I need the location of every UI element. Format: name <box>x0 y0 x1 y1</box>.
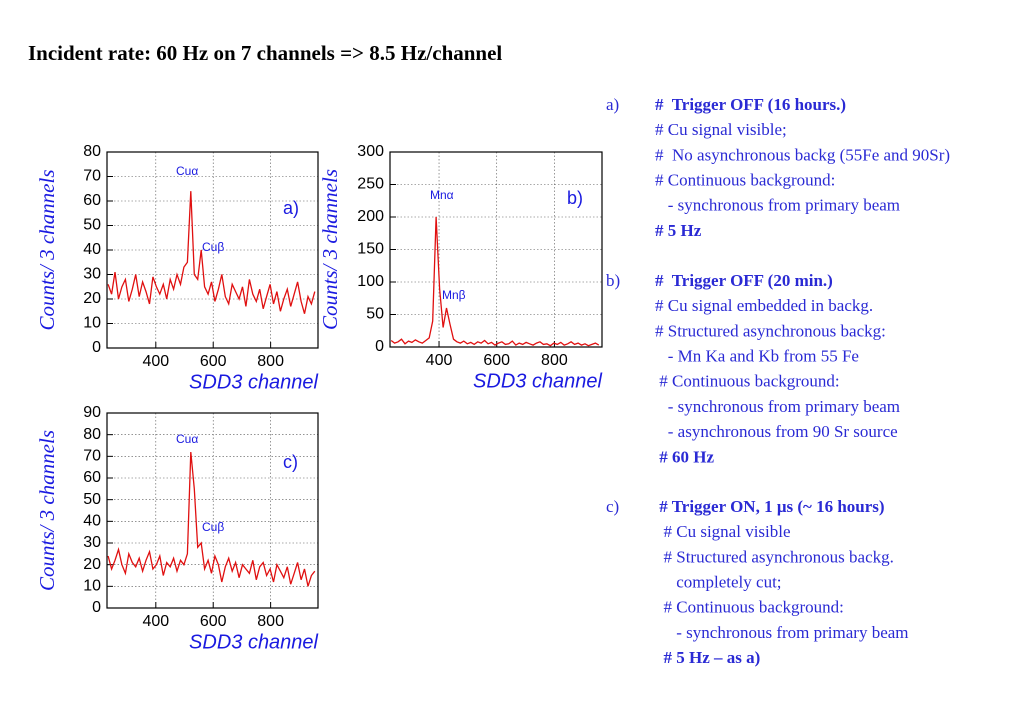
x-tick-label: 800 <box>541 352 568 369</box>
y-tick-label: 70 <box>83 448 101 465</box>
note-line: # Cu signal embedded in backg. <box>655 296 873 315</box>
note-line: # No asynchronous backg (55Fe and 90Sr) <box>655 145 950 164</box>
spectrum-line <box>107 191 316 314</box>
panel-label: a) <box>283 198 299 218</box>
peak-annotation: Cuβ <box>202 240 224 254</box>
note-line: # Structured asynchronous backg: <box>655 321 886 340</box>
x-tick-label: 600 <box>483 352 510 369</box>
peak-annotation: Mnβ <box>442 288 466 302</box>
x-tick-label: 400 <box>426 352 453 369</box>
note-heading: # Trigger OFF (16 hours.) <box>655 95 846 114</box>
note-line: completely cut; <box>655 573 782 592</box>
note-line: - synchronous from primary beam <box>655 196 900 215</box>
x-tick-label: 800 <box>257 613 284 630</box>
y-tick-label: 0 <box>92 599 101 616</box>
x-axis-label: SDD3 channel <box>189 371 319 393</box>
y-tick-label: 80 <box>83 143 101 160</box>
y-tick-label: 40 <box>83 241 101 258</box>
spectrum-line <box>390 216 600 347</box>
y-tick-label: 10 <box>83 315 101 332</box>
y-tick-label: 100 <box>357 273 384 290</box>
y-tick-label: 50 <box>83 217 101 234</box>
x-tick-label: 400 <box>142 613 169 630</box>
y-tick-label: 150 <box>357 241 384 258</box>
plot-frame <box>106 412 319 609</box>
y-tick-label: 90 <box>83 404 101 421</box>
note-label: c) <box>606 497 619 516</box>
y-axis-label: Counts/ 3 channels <box>35 430 59 591</box>
y-tick-label: 10 <box>83 578 101 595</box>
peak-annotation: Cuα <box>176 164 198 178</box>
note-line: # Continuous background: <box>655 171 835 190</box>
note-line: # Cu signal visible <box>655 522 791 541</box>
note-label: a) <box>606 95 619 114</box>
note-heading: # Trigger OFF (20 min.) <box>655 271 833 290</box>
slide-title: Incident rate: 60 Hz on 7 channels => 8.… <box>28 41 502 65</box>
note-line: # Continuous background: <box>655 598 844 617</box>
peak-annotation: Mnα <box>430 188 454 202</box>
note-line: - Mn Ka and Kb from 55 Fe <box>655 347 859 366</box>
note-line: - synchronous from primary beam <box>655 397 900 416</box>
x-tick-label: 400 <box>142 353 169 370</box>
y-tick-label: 0 <box>375 338 384 355</box>
note-line: - asynchronous from 90 Sr source <box>655 422 898 441</box>
y-tick-label: 70 <box>83 168 101 185</box>
y-tick-label: 20 <box>83 290 101 307</box>
y-tick-label: 80 <box>83 426 101 443</box>
note-summary: # 60 Hz <box>655 447 714 466</box>
y-tick-label: 0 <box>92 339 101 356</box>
x-tick-label: 600 <box>200 353 227 370</box>
y-tick-label: 40 <box>83 513 101 530</box>
y-tick-label: 60 <box>83 192 101 209</box>
peak-annotation: Cuβ <box>202 520 224 534</box>
y-tick-label: 200 <box>357 208 384 225</box>
y-tick-label: 60 <box>83 469 101 486</box>
y-tick-label: 250 <box>357 176 384 193</box>
y-tick-label: 30 <box>83 266 101 283</box>
note-line: # Continuous background: <box>655 372 840 391</box>
plot-frame <box>106 151 319 349</box>
note-label: b) <box>606 271 620 290</box>
y-tick-label: 50 <box>366 306 384 323</box>
y-tick-label: 20 <box>83 556 101 573</box>
note-line: - synchronous from primary beam <box>655 623 909 642</box>
plot-frame <box>389 151 603 348</box>
note-line: # Cu signal visible; <box>655 120 787 139</box>
y-axis-label: Counts/ 3 channels <box>35 170 59 331</box>
note-heading: # Trigger ON, 1 μs (~ 16 hours) <box>655 497 885 516</box>
y-axis-label: Counts/ 3 channels <box>318 169 342 330</box>
panel-label: c) <box>283 452 298 472</box>
y-tick-label: 50 <box>83 491 101 508</box>
x-tick-label: 800 <box>257 353 284 370</box>
panel-label: b) <box>567 188 583 208</box>
spectrum-line <box>107 451 316 587</box>
y-tick-label: 300 <box>357 143 384 160</box>
x-tick-label: 600 <box>200 613 227 630</box>
y-tick-label: 30 <box>83 534 101 551</box>
note-line: # Structured asynchronous backg. <box>655 547 894 566</box>
x-axis-label: SDD3 channel <box>189 631 319 653</box>
note-summary: # 5 Hz <box>655 221 702 240</box>
peak-annotation: Cuα <box>176 432 198 446</box>
note-summary: # 5 Hz – as a) <box>655 648 760 667</box>
x-axis-label: SDD3 channel <box>473 370 603 392</box>
